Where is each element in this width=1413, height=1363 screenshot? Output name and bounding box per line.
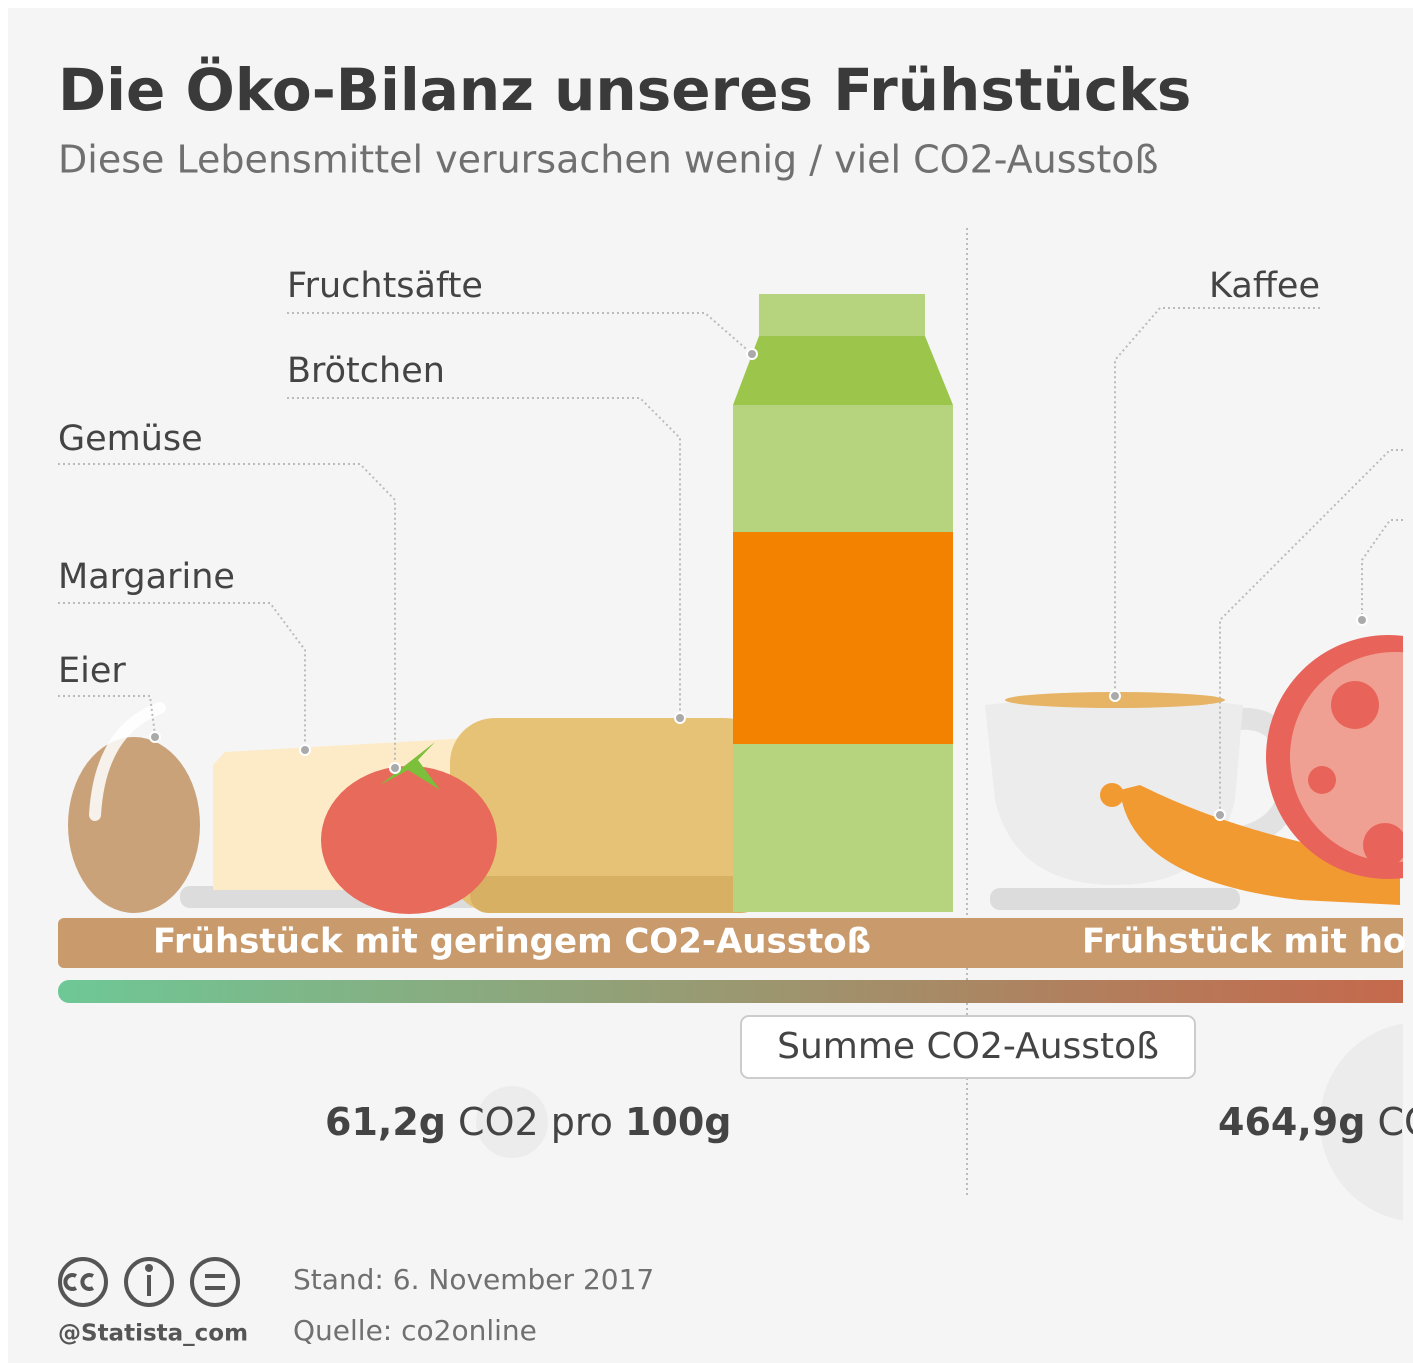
carton-body	[733, 405, 953, 532]
leader-dot	[1357, 615, 1367, 625]
total-low: 61,2g CO2 pro 100g	[325, 1100, 732, 1144]
item-label: Kaffee	[1209, 266, 1320, 306]
handle: @Statista_com	[58, 1321, 248, 1347]
total-text: CO	[1365, 1100, 1413, 1144]
leader-dot	[300, 745, 310, 755]
leader-dot	[1215, 810, 1225, 820]
carton-cap	[759, 294, 925, 338]
source: Quelle: co2online	[293, 1314, 537, 1347]
subtitle: Diese Lebensmittel verursachen wenig / v…	[58, 138, 1158, 182]
band-label: Frühstück mit geringem CO2-Ausstoß	[153, 922, 871, 962]
total-text: CO2 pro	[446, 1100, 625, 1144]
background	[8, 8, 1413, 1363]
leader-dot	[675, 713, 685, 723]
title: Die Öko-Bilanz unseres Frühstücks	[58, 55, 1191, 124]
carton-body	[733, 744, 953, 912]
sum-label: Summe CO2-Ausstoß	[777, 1026, 1159, 1067]
item-label: Gemüse	[58, 419, 203, 459]
gradient-bar	[58, 980, 1413, 1003]
saucer	[990, 888, 1240, 910]
item-label: Fruchtsäfte	[287, 266, 483, 306]
carton-top	[733, 336, 953, 405]
salami-fat	[1331, 681, 1379, 729]
bread-base	[470, 876, 760, 913]
leader-dot	[390, 763, 400, 773]
item-label: Brötchen	[287, 351, 445, 391]
egg	[68, 737, 200, 913]
band-label: Frühstück mit ho	[1082, 922, 1406, 962]
total-amount: 61,2g	[325, 1100, 446, 1144]
tomato	[321, 766, 497, 914]
by-head	[145, 1264, 153, 1272]
leader-dot	[747, 349, 757, 359]
salami-fat	[1308, 766, 1336, 794]
sausage-end	[1100, 783, 1124, 807]
infographic: Die Öko-Bilanz unseres Frühstücks Diese …	[0, 0, 1413, 1363]
salami-fat	[1363, 823, 1407, 867]
total-base: 100g	[625, 1100, 732, 1144]
date: Stand: 6. November 2017	[293, 1263, 654, 1296]
leader-dot	[1110, 691, 1120, 701]
item-label: Eier	[58, 651, 126, 691]
carton-label	[733, 532, 953, 744]
total-amount: 464,9g	[1218, 1100, 1365, 1144]
item-label: Margarine	[58, 557, 235, 597]
total-high: 464,9g CO	[1218, 1100, 1413, 1144]
leader-dot	[150, 732, 160, 742]
